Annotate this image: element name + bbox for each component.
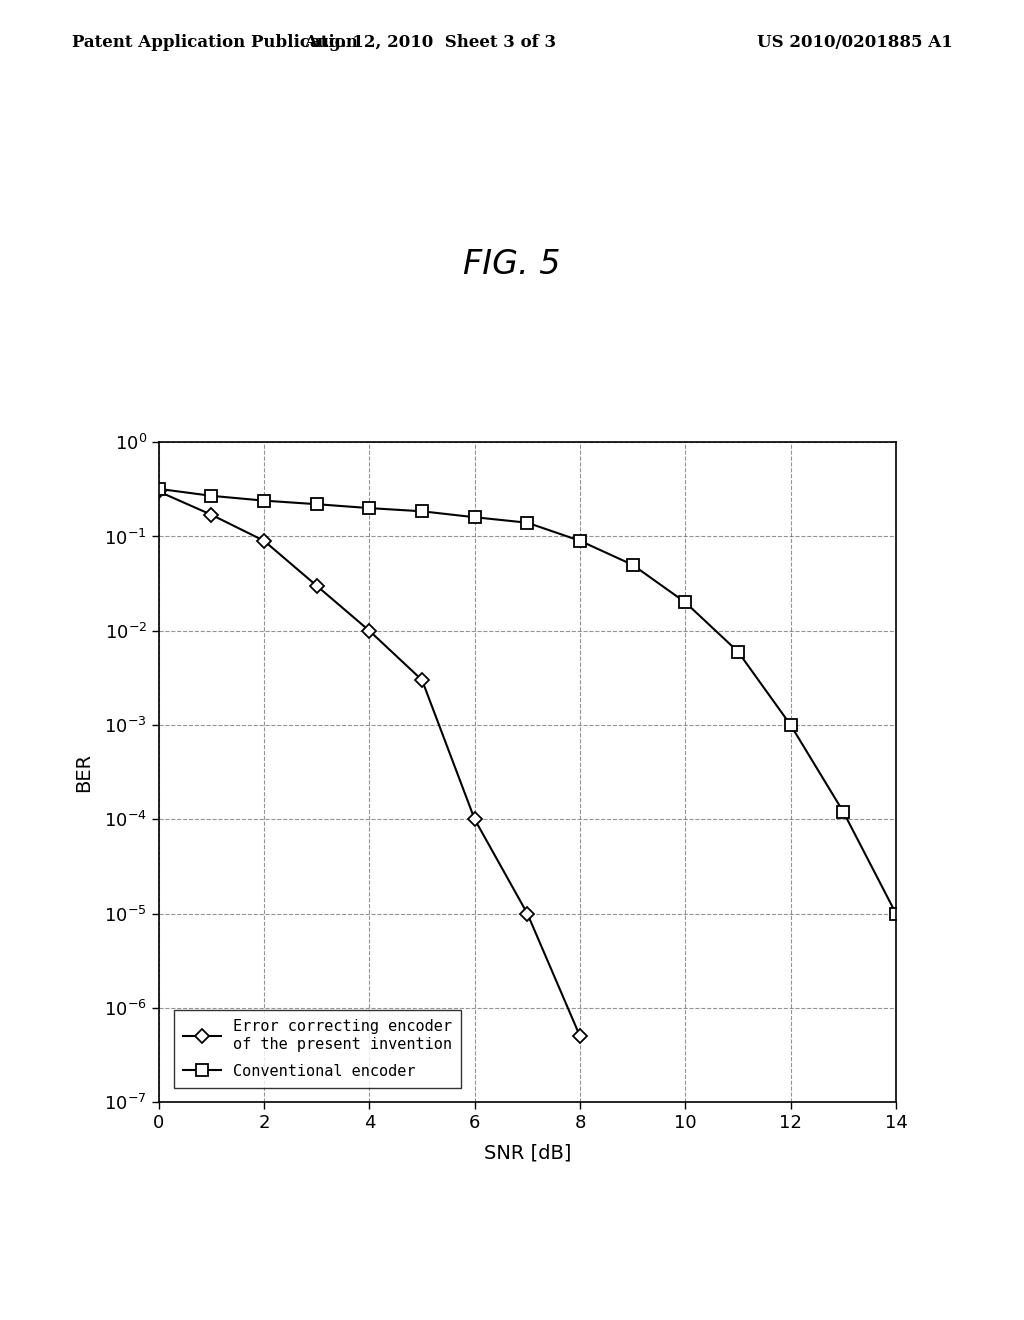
Conventional encoder (627, 557, 639, 573)
Text: Patent Application Publication: Patent Application Publication (72, 34, 357, 51)
Conventional encoder (890, 906, 902, 921)
Conventional encoder (784, 717, 797, 733)
Conventional encoder (310, 496, 323, 512)
Y-axis label: BER: BER (74, 752, 93, 792)
Conventional encoder (679, 594, 691, 610)
Error correcting encoder
of the present invention (416, 672, 428, 688)
Conventional encoder (258, 492, 270, 508)
Text: FIG. 5: FIG. 5 (463, 248, 561, 281)
Text: Aug. 12, 2010  Sheet 3 of 3: Aug. 12, 2010 Sheet 3 of 3 (304, 34, 556, 51)
Conventional encoder (521, 515, 534, 531)
Error correcting encoder
of the present invention (521, 906, 534, 921)
Error correcting encoder
of the present invention (573, 1028, 586, 1044)
Conventional encoder (573, 533, 586, 549)
Error correcting encoder
of the present invention (364, 623, 376, 639)
Conventional encoder (416, 503, 428, 519)
Conventional encoder (205, 488, 217, 504)
Error correcting encoder
of the present invention (310, 578, 323, 594)
Error correcting encoder
of the present invention (258, 533, 270, 549)
Conventional encoder (469, 510, 481, 525)
Error correcting encoder
of the present invention (153, 483, 165, 499)
Text: US 2010/0201885 A1: US 2010/0201885 A1 (757, 34, 952, 51)
X-axis label: SNR [dB]: SNR [dB] (483, 1143, 571, 1162)
Legend: Error correcting encoder
of the present invention, Conventional encoder: Error correcting encoder of the present … (174, 1010, 462, 1088)
Conventional encoder (732, 644, 744, 660)
Line: Conventional encoder: Conventional encoder (154, 483, 901, 919)
Conventional encoder (364, 500, 376, 516)
Line: Error correcting encoder
of the present invention: Error correcting encoder of the present … (154, 487, 585, 1041)
Conventional encoder (153, 480, 165, 496)
Conventional encoder (838, 804, 850, 820)
Error correcting encoder
of the present invention (469, 812, 481, 828)
Error correcting encoder
of the present invention (205, 507, 217, 523)
